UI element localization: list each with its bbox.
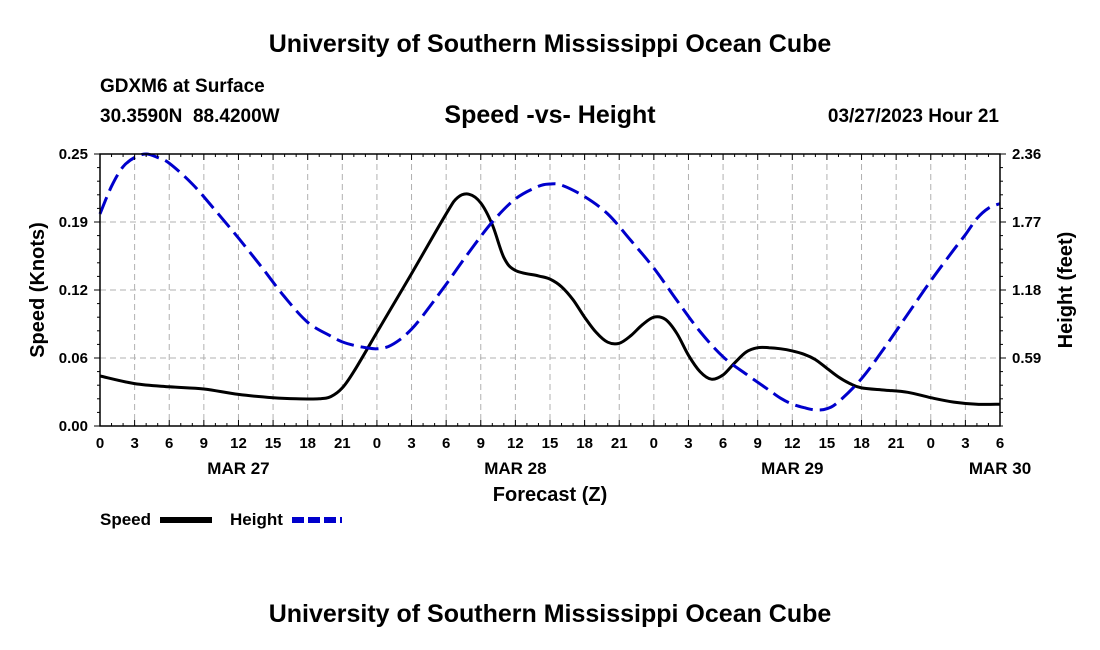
chart-title: University of Southern Mississippi Ocean… <box>268 30 832 58</box>
legend-speed-label: Speed <box>100 510 151 529</box>
x-tick-label: 15 <box>542 435 559 452</box>
x-tick-label: 18 <box>299 435 316 452</box>
x-tick-label: 18 <box>576 435 593 452</box>
x-tick-label: 21 <box>334 435 351 452</box>
legend: Speed Height <box>100 510 342 529</box>
x-tick-label: 3 <box>130 435 138 452</box>
x-tick-label: 6 <box>165 435 173 452</box>
y2-tick-label: 0.59 <box>1012 350 1041 367</box>
x-tick-label: 21 <box>611 435 628 452</box>
x-axis-title: Forecast (Z) <box>493 484 607 506</box>
speed-height-chart: 0 3 6 9 12 15 18 21 0 3 6 9 12 15 18 21 0 3 6 9 12 15 18 21 0 3 6 M… <box>27 146 1077 529</box>
x-tick-label: 9 <box>200 435 208 452</box>
x-tick-label: 0 <box>373 435 381 452</box>
x-tick-label: 0 <box>650 435 658 452</box>
x-tick-label: 3 <box>684 435 692 452</box>
x-tick-label: 3 <box>407 435 415 452</box>
series-speed-line <box>99 192 1001 406</box>
y2-tick-label: 1.18 <box>1012 282 1041 299</box>
date-label: MAR 28 <box>484 459 546 478</box>
date-label: MAR 27 <box>207 459 269 478</box>
y-tick-label: 0.25 <box>59 146 88 163</box>
series-height-line <box>98 152 1001 412</box>
x-tick-label: 15 <box>819 435 836 452</box>
x-tick-label: 9 <box>477 435 485 452</box>
x-tick-label: 18 <box>853 435 870 452</box>
footer-title: University of Southern Mississippi Ocean… <box>268 600 832 628</box>
y2-tick-label: 2.36 <box>1012 146 1041 163</box>
y2-tick-label: 1.77 <box>1012 214 1041 231</box>
x-tick-label: 9 <box>754 435 762 452</box>
x-tick-label: 3 <box>961 435 969 452</box>
date-label: MAR 29 <box>761 459 823 478</box>
y2-axis-title: Height (feet) <box>1055 232 1077 349</box>
x-tick-label: 12 <box>507 435 524 452</box>
legend-height-label: Height <box>230 510 283 529</box>
y-tick-label: 0.12 <box>59 282 88 299</box>
y-tick-label: 0.19 <box>59 214 88 231</box>
x-tick-label: 12 <box>784 435 801 452</box>
y-axis-title: Speed (Knots) <box>27 222 49 358</box>
x-tick-label: 0 <box>927 435 935 452</box>
x-tick-label: 15 <box>265 435 282 452</box>
y-tick-label: 0.06 <box>59 350 88 367</box>
x-tick-label: 6 <box>442 435 450 452</box>
y-tick-label: 0.00 <box>59 418 88 435</box>
chart-subtitle: Speed -vs- Height <box>444 101 656 129</box>
datetime-label: 03/27/2023 Hour 21 <box>827 106 999 127</box>
date-label: MAR 30 <box>969 459 1031 478</box>
x-tick-label: 6 <box>996 435 1004 452</box>
x-tick-label: 12 <box>230 435 247 452</box>
series-layer <box>98 152 1001 412</box>
coordinates-label: 30.3590N 88.4200W <box>100 106 280 127</box>
x-tick-label: 0 <box>96 435 104 452</box>
axes: 0 3 6 9 12 15 18 21 0 3 6 9 12 15 18 21 0 3 6 9 12 15 18 21 0 3 6 M… <box>59 146 1041 478</box>
grid-lines <box>100 154 1000 426</box>
station-label: GDXM6 at Surface <box>100 76 265 97</box>
x-tick-label: 21 <box>888 435 905 452</box>
x-tick-label: 6 <box>719 435 727 452</box>
